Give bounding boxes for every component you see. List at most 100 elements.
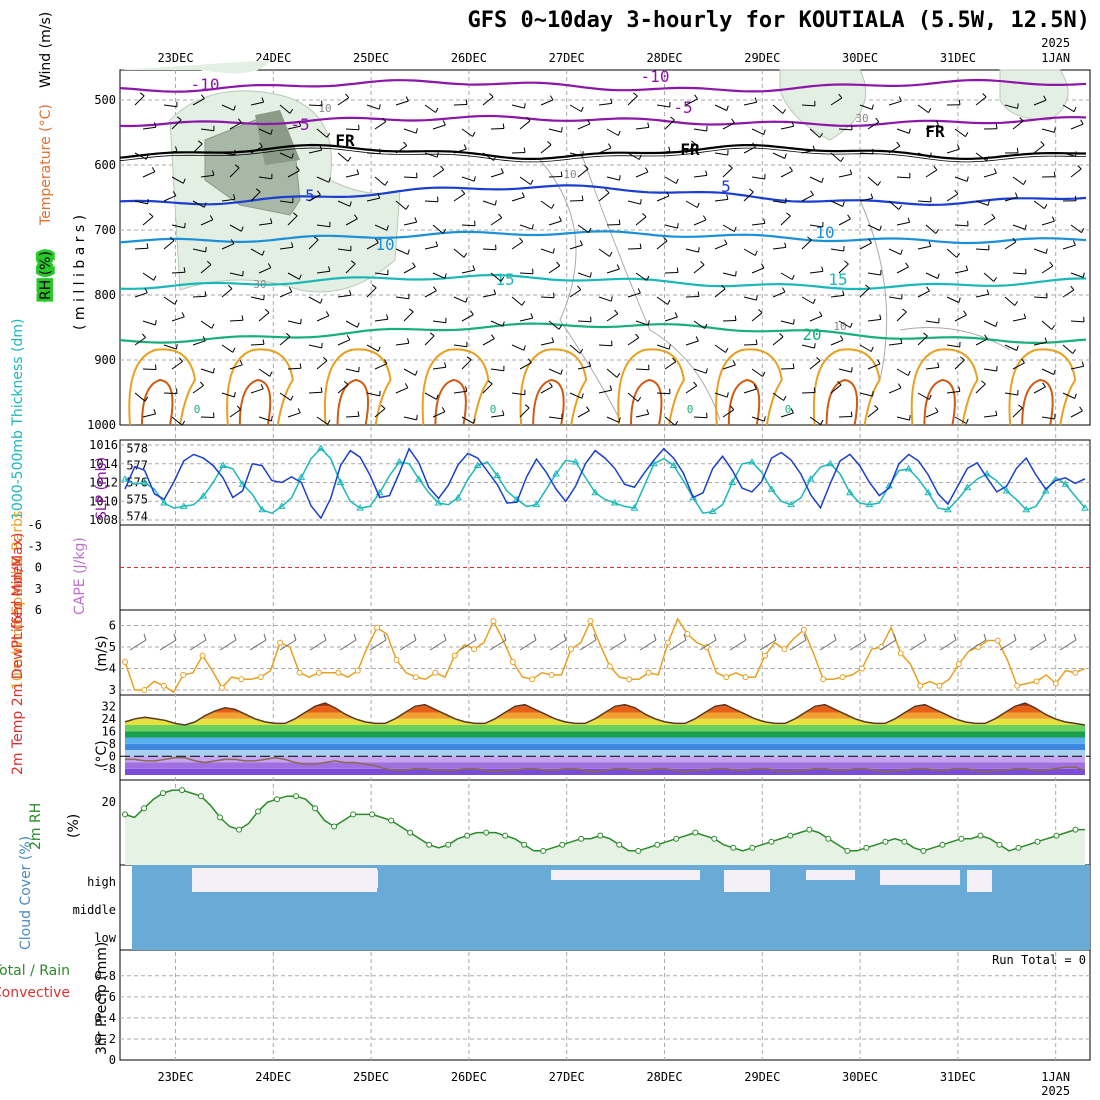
wind-speed-series-marker bbox=[277, 639, 284, 646]
wind-barb bbox=[279, 246, 293, 250]
wind-barb bbox=[917, 152, 931, 158]
thickness-series-marker bbox=[1002, 487, 1011, 494]
wind-barb-flag bbox=[269, 371, 273, 377]
wind-barb bbox=[896, 368, 909, 376]
wind-barb bbox=[975, 248, 990, 251]
wind-barb-flag bbox=[844, 260, 849, 265]
wind-barb-flag bbox=[868, 238, 872, 244]
wind-barb-flag bbox=[900, 249, 903, 255]
axis-title-wind: Wind (m/s) bbox=[38, 12, 54, 88]
wind-barb bbox=[221, 198, 235, 202]
wind-speed-series-marker bbox=[529, 676, 536, 683]
wind-speed-series-marker bbox=[1033, 678, 1040, 685]
surface-wind-barb-flag bbox=[743, 633, 747, 641]
boundary-layer-contour bbox=[1008, 348, 1077, 426]
wind-barb-flag bbox=[582, 151, 584, 157]
wind-barb-flag bbox=[1018, 404, 1023, 409]
wind-barb-flag bbox=[416, 414, 418, 420]
wind-barb-flag bbox=[414, 370, 418, 376]
wind-barb-flag bbox=[607, 143, 612, 149]
pressure-tick-label: 700 bbox=[94, 223, 116, 237]
wind-barb bbox=[316, 176, 330, 183]
wind-barb bbox=[1033, 248, 1047, 254]
precip-legend-convective: Convective bbox=[0, 985, 70, 1001]
wind-barb-flag bbox=[849, 322, 853, 328]
wind-barb-flag bbox=[849, 169, 853, 175]
wind-barb-flag bbox=[837, 381, 842, 386]
wind-barb-flag bbox=[865, 284, 870, 289]
wind-barb-flag bbox=[670, 116, 675, 121]
wind-barb bbox=[693, 320, 705, 329]
wind-barb-flag bbox=[789, 166, 793, 172]
wind-barb-flag bbox=[812, 298, 816, 304]
wind-barb bbox=[366, 152, 381, 155]
cloud-tick-label: high bbox=[87, 875, 116, 889]
wind-barb bbox=[482, 248, 497, 251]
wind-barb bbox=[1012, 272, 1027, 275]
wind-axis-units-label: (m/s) bbox=[94, 635, 110, 672]
wind-barb bbox=[888, 145, 901, 154]
rh-shade-top2 bbox=[779, 69, 867, 141]
wind-barb bbox=[896, 266, 909, 274]
wind-barb bbox=[1004, 196, 1018, 202]
wind-barb-flag bbox=[1074, 393, 1077, 399]
boundary-layer-contour-inner bbox=[630, 378, 663, 426]
wind-barb-flag bbox=[144, 396, 149, 402]
wind-speed-series-marker bbox=[354, 667, 361, 674]
wind-barb bbox=[540, 144, 552, 154]
wind-barb bbox=[519, 120, 531, 130]
wind-barb-flag bbox=[298, 121, 302, 127]
wind-barb-flag bbox=[461, 189, 466, 195]
slp-axis-label: SLP (mb) bbox=[94, 457, 110, 520]
wind-barb-flag bbox=[319, 145, 323, 151]
thickness-series-marker bbox=[1022, 505, 1031, 513]
wind-barb bbox=[461, 224, 476, 227]
wind-barb bbox=[569, 200, 584, 202]
wind-barb bbox=[258, 368, 271, 377]
precip-tick-label: 0 bbox=[109, 1053, 116, 1067]
wind-barb bbox=[337, 384, 349, 394]
wind-barb bbox=[867, 272, 881, 276]
wind-barb-flag bbox=[871, 104, 874, 110]
wind-barb bbox=[229, 319, 244, 322]
wind-barb bbox=[896, 416, 910, 421]
wind-barb bbox=[569, 152, 583, 157]
slp-tick-label: 1008 bbox=[89, 513, 118, 527]
wind-barb bbox=[743, 388, 757, 394]
wind-barb bbox=[917, 245, 931, 250]
wind-barb bbox=[838, 128, 853, 131]
wind-barb bbox=[722, 320, 737, 322]
thickness-axis-title: 1000-500mb Thickness (dm) bbox=[10, 319, 26, 520]
wind-barb-flag bbox=[646, 275, 650, 281]
wind-barb bbox=[685, 296, 700, 298]
wind-barb-flag bbox=[139, 92, 145, 97]
wind-barb-flag bbox=[549, 95, 554, 101]
rh-series-marker bbox=[787, 832, 794, 839]
wind-barb bbox=[627, 392, 639, 402]
wind-barb-flag bbox=[749, 188, 754, 193]
wind-barb bbox=[809, 176, 823, 183]
wind-barb-flag bbox=[956, 253, 961, 258]
cloud-gap bbox=[967, 870, 992, 892]
wind-barb bbox=[888, 100, 902, 106]
wind-barb-flag bbox=[299, 363, 302, 369]
wind-barb bbox=[925, 411, 939, 418]
wind-barb bbox=[946, 296, 960, 303]
wind-barb bbox=[461, 416, 474, 424]
wind-barb bbox=[867, 224, 881, 231]
wind-barb-flag bbox=[923, 332, 928, 337]
wind-barb-flag bbox=[993, 168, 997, 174]
wind-barb bbox=[975, 293, 989, 298]
thickness-series-marker bbox=[219, 461, 227, 468]
wind-speed-series-marker bbox=[839, 674, 846, 681]
wind-barb-flag bbox=[523, 345, 526, 351]
wind-barb-flag bbox=[637, 396, 642, 402]
wind-barb-flag bbox=[435, 394, 439, 400]
wind-barb-flag bbox=[793, 319, 795, 325]
wind-barb-flag bbox=[240, 226, 244, 232]
wind-barb bbox=[888, 296, 902, 300]
precip-axis-title: 3hr Precip (mm) bbox=[94, 942, 110, 1055]
wind-barb-flag bbox=[958, 297, 961, 303]
wind-barb bbox=[598, 248, 610, 257]
wind-barb-flag bbox=[213, 412, 215, 418]
